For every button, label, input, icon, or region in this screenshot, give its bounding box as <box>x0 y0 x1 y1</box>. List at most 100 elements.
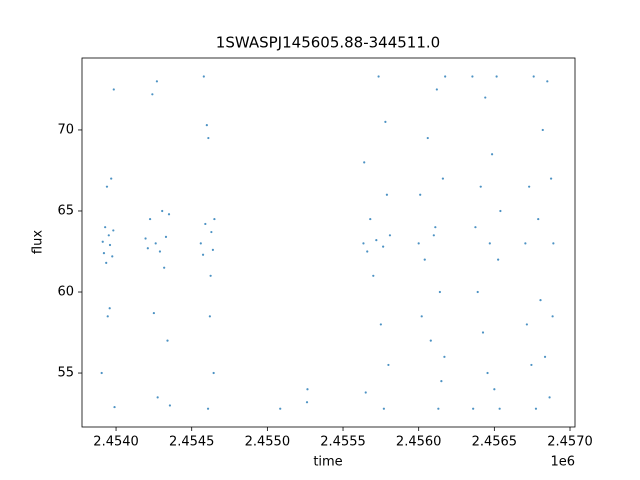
data-point <box>163 266 166 269</box>
x-tick-label: 2.4560 <box>396 435 442 450</box>
data-point <box>525 323 528 326</box>
data-point <box>213 217 216 221</box>
data-point <box>530 363 533 367</box>
data-point <box>100 371 103 375</box>
data-point <box>369 217 372 221</box>
data-point <box>441 177 444 180</box>
data-point <box>382 245 385 248</box>
data-point <box>524 242 527 245</box>
data-point <box>490 153 494 156</box>
data-point <box>105 185 109 188</box>
data-point <box>144 237 147 240</box>
data-point <box>207 136 210 140</box>
data-point <box>499 209 502 213</box>
data-point <box>387 363 390 367</box>
data-point <box>201 253 205 256</box>
data-point <box>546 80 549 83</box>
data-point <box>164 235 168 239</box>
data-point <box>168 404 172 407</box>
data-point <box>167 213 171 216</box>
data-point <box>488 242 491 245</box>
y-tick-label: 60 <box>57 285 74 300</box>
data-point <box>486 371 489 375</box>
data-point <box>362 242 365 245</box>
data-point <box>423 258 426 261</box>
data-point <box>474 226 477 229</box>
data-point <box>532 75 535 78</box>
data-point <box>204 222 207 226</box>
data-point <box>443 355 446 358</box>
data-point <box>417 242 420 245</box>
data-point <box>479 185 482 188</box>
data-point <box>471 75 474 78</box>
data-point <box>199 242 202 245</box>
data-point <box>208 315 211 318</box>
data-point <box>420 315 423 318</box>
data-point <box>155 80 159 83</box>
data-point <box>495 75 498 78</box>
data-point <box>113 405 116 409</box>
data-point <box>363 161 366 164</box>
data-point <box>372 274 375 277</box>
data-point <box>152 311 155 315</box>
data-point <box>440 380 443 383</box>
y-axis-label: flux <box>31 230 46 254</box>
data-point <box>151 93 154 96</box>
data-point <box>105 261 108 264</box>
data-point <box>444 75 447 78</box>
x-tick-label: 2.4540 <box>93 435 139 450</box>
data-point <box>438 290 441 294</box>
data-point <box>108 307 111 310</box>
data-point <box>112 88 115 91</box>
data-point <box>435 88 438 91</box>
data-point <box>472 407 475 410</box>
data-point <box>537 217 540 221</box>
data-point <box>534 407 538 410</box>
data-point <box>146 247 149 250</box>
plot-frame <box>81 57 576 428</box>
data-point <box>366 250 369 253</box>
x-offset-label: 1e6 <box>550 455 575 470</box>
data-point <box>205 123 208 127</box>
data-point <box>305 401 309 404</box>
data-point <box>211 248 214 251</box>
data-point <box>551 315 554 318</box>
data-point <box>432 234 435 237</box>
data-point <box>481 331 485 334</box>
x-tick-label: 2.4545 <box>169 435 215 450</box>
y-tick-label: 55 <box>57 366 74 381</box>
data-point <box>437 407 440 410</box>
data-point <box>388 234 392 237</box>
data-point <box>279 407 282 410</box>
data-point <box>375 239 378 242</box>
data-point <box>108 243 112 247</box>
data-point <box>419 193 422 196</box>
data-point <box>426 136 429 140</box>
data-point <box>161 209 164 213</box>
data-point <box>154 242 157 245</box>
data-point <box>476 290 479 294</box>
data-point <box>543 355 547 358</box>
x-tick-label: 2.4570 <box>547 435 593 450</box>
data-point <box>484 96 487 99</box>
data-point <box>209 274 212 277</box>
x-tick-label: 2.4555 <box>320 435 366 450</box>
data-point <box>548 396 551 399</box>
data-point <box>202 75 205 78</box>
data-point <box>379 323 382 326</box>
x-tick-label: 2.4565 <box>472 435 518 450</box>
data-point <box>148 217 152 221</box>
data-point <box>112 229 115 232</box>
data-point <box>156 396 159 399</box>
data-point <box>434 226 437 229</box>
y-tick-label: 65 <box>57 203 74 218</box>
data-point <box>110 177 113 180</box>
data-point <box>158 250 162 253</box>
data-point <box>104 226 107 229</box>
data-point <box>212 371 215 375</box>
x-tick-label: 2.4550 <box>245 435 291 450</box>
data-point <box>384 120 387 123</box>
data-point <box>493 388 496 391</box>
data-point <box>539 299 542 302</box>
